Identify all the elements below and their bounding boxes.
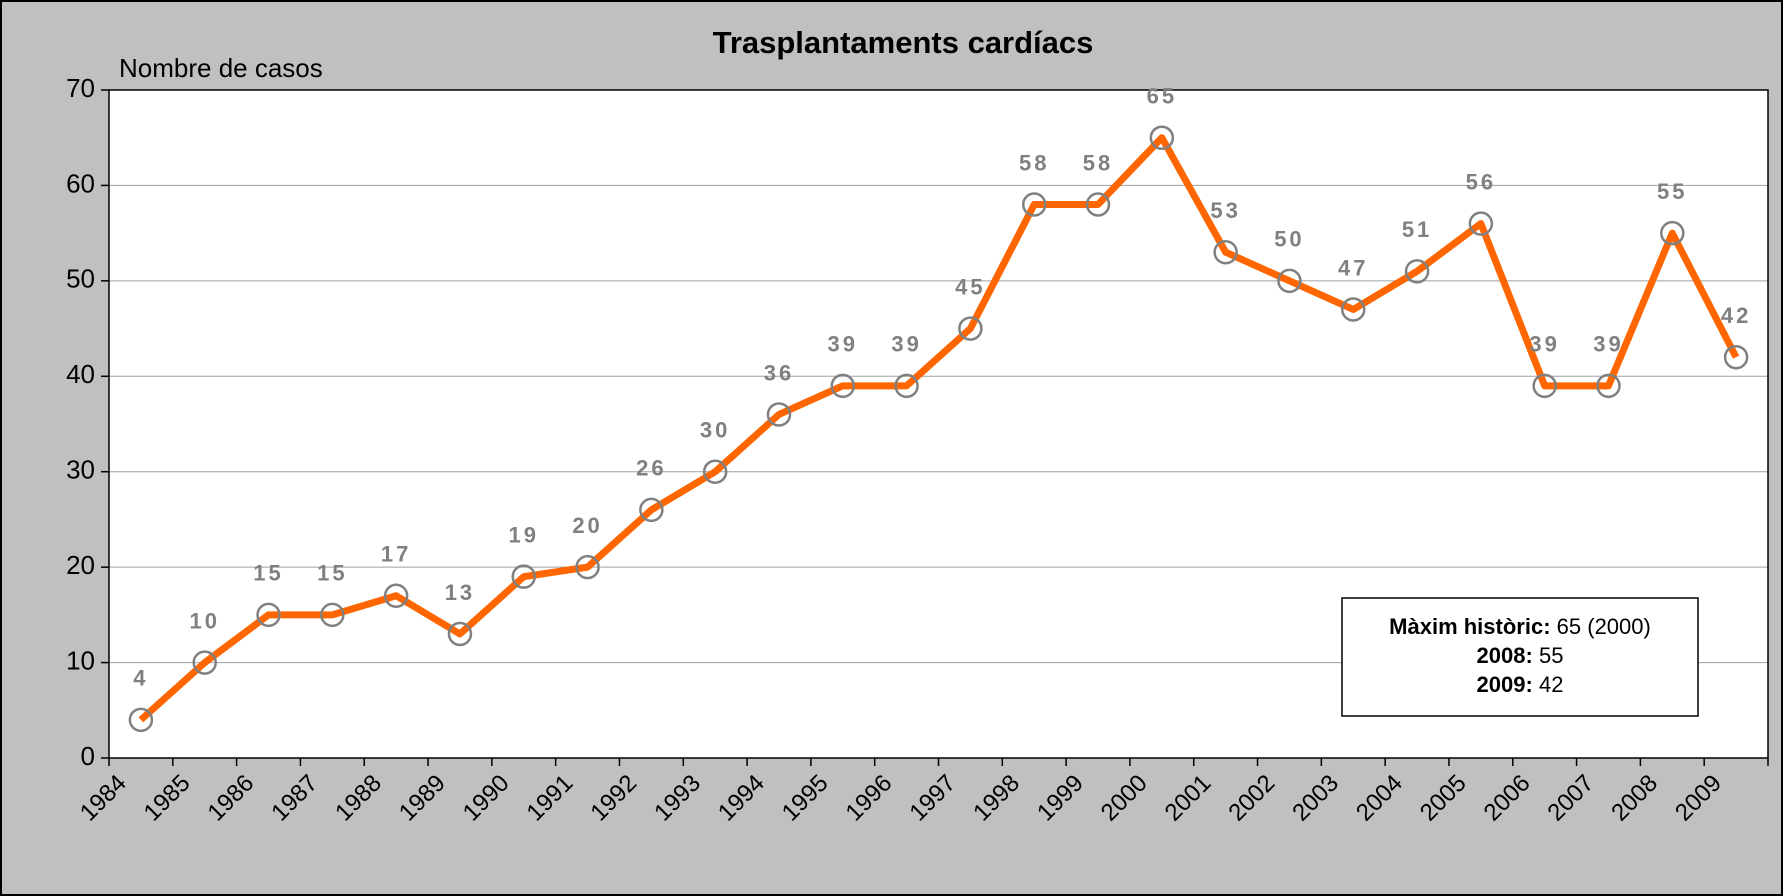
data-label: 39 bbox=[828, 332, 858, 357]
y-tick-label: 70 bbox=[66, 73, 95, 103]
y-tick-label: 20 bbox=[66, 550, 95, 580]
data-point bbox=[1404, 259, 1430, 284]
data-label: 13 bbox=[445, 580, 475, 605]
data-label: 39 bbox=[1529, 332, 1559, 357]
data-label: 4 bbox=[133, 666, 148, 691]
data-point bbox=[511, 564, 536, 589]
data-point bbox=[1021, 192, 1047, 217]
data-point bbox=[894, 373, 919, 399]
annotation-value: 55 bbox=[1539, 643, 1563, 668]
data-label: 58 bbox=[1083, 150, 1113, 175]
y-tick-label: 60 bbox=[66, 168, 95, 198]
annotation-text: 2008: 55 bbox=[1477, 643, 1564, 668]
data-label: 39 bbox=[891, 332, 921, 357]
y-tick-label: 30 bbox=[66, 455, 95, 485]
data-point bbox=[575, 554, 600, 580]
data-point bbox=[1213, 239, 1238, 265]
data-point bbox=[830, 373, 856, 399]
data-label: 53 bbox=[1210, 198, 1240, 223]
data-point bbox=[1468, 211, 1494, 236]
data-point bbox=[1532, 373, 1557, 399]
data-label: 42 bbox=[1721, 303, 1751, 328]
data-point bbox=[1596, 373, 1621, 399]
annotation-value: 65 (2000) bbox=[1557, 614, 1651, 639]
data-point bbox=[702, 459, 728, 484]
data-label: 15 bbox=[317, 561, 347, 586]
data-label: 39 bbox=[1593, 332, 1623, 357]
data-point bbox=[639, 497, 664, 523]
data-point bbox=[256, 602, 281, 628]
data-label: 58 bbox=[1019, 150, 1049, 175]
y-tick-label: 10 bbox=[66, 645, 95, 675]
chart-title: Trasplantaments cardíacs bbox=[713, 25, 1094, 60]
data-point bbox=[383, 583, 409, 609]
data-point bbox=[958, 316, 983, 341]
data-point bbox=[128, 707, 154, 733]
annotation-label: Màxim històric: bbox=[1389, 614, 1550, 639]
data-point bbox=[1723, 344, 1749, 370]
data-point bbox=[1085, 192, 1111, 217]
data-point bbox=[1149, 125, 1175, 150]
data-point bbox=[320, 602, 345, 628]
data-point bbox=[1660, 220, 1685, 246]
data-label: 20 bbox=[572, 513, 602, 538]
data-label: 30 bbox=[700, 418, 730, 443]
data-label: 15 bbox=[253, 561, 283, 586]
data-label: 50 bbox=[1274, 227, 1304, 252]
data-label: 65 bbox=[1147, 84, 1177, 109]
data-point bbox=[447, 621, 473, 647]
data-line bbox=[138, 134, 1740, 723]
data-label: 51 bbox=[1402, 217, 1432, 242]
data-label: 47 bbox=[1338, 255, 1368, 280]
data-point bbox=[192, 650, 217, 675]
data-label: 17 bbox=[381, 542, 411, 567]
annotation-text: Màxim històric: 65 (2000) bbox=[1389, 614, 1651, 639]
data-label: 55 bbox=[1657, 179, 1687, 204]
data-point bbox=[1277, 268, 1302, 294]
data-point bbox=[1341, 297, 1366, 322]
data-label: 56 bbox=[1466, 169, 1496, 194]
data-label: 19 bbox=[509, 522, 539, 547]
data-label: 10 bbox=[189, 608, 219, 633]
y-tick-label: 50 bbox=[66, 264, 95, 294]
annotation-value: 42 bbox=[1539, 672, 1563, 697]
annotation-text: 2009: 42 bbox=[1477, 672, 1564, 697]
annotation-label: 2008: bbox=[1477, 643, 1533, 668]
data-point bbox=[766, 402, 792, 427]
data-label: 45 bbox=[955, 274, 985, 299]
y-tick-label: 0 bbox=[81, 741, 95, 771]
y-axis-label: Nombre de casos bbox=[119, 53, 323, 83]
data-label: 36 bbox=[764, 360, 794, 385]
y-tick-label: 40 bbox=[66, 359, 95, 389]
annotation-label: 2009: bbox=[1477, 672, 1533, 697]
annotation-box bbox=[1341, 597, 1699, 717]
data-label: 26 bbox=[636, 456, 666, 481]
